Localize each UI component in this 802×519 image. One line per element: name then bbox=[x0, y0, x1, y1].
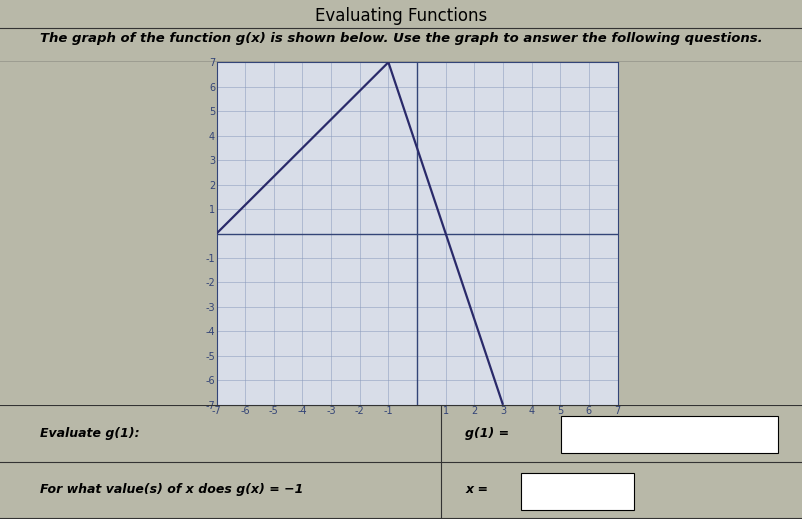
FancyBboxPatch shape bbox=[521, 473, 634, 510]
Text: The graph of the function g(x) is shown below. Use the graph to answer the follo: The graph of the function g(x) is shown … bbox=[39, 32, 763, 45]
Text: x =: x = bbox=[465, 483, 488, 496]
Text: For what value(s) of x does g(x) = −1: For what value(s) of x does g(x) = −1 bbox=[40, 483, 303, 496]
Text: g(1) =: g(1) = bbox=[465, 427, 509, 440]
Text: Evaluate g(1):: Evaluate g(1): bbox=[40, 427, 140, 440]
FancyBboxPatch shape bbox=[561, 416, 778, 453]
Text: Evaluating Functions: Evaluating Functions bbox=[315, 7, 487, 25]
